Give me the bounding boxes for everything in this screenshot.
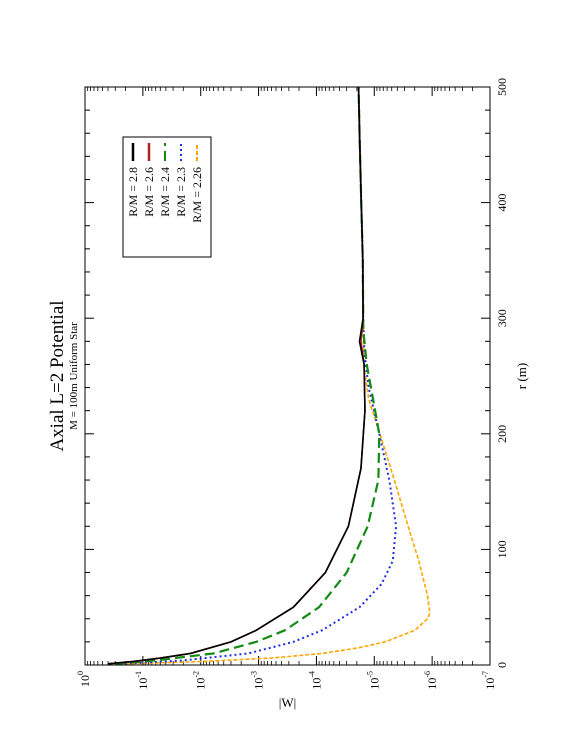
legend-entry: R/M = 2.3 [174, 167, 188, 217]
legend-entry: R/M = 2.8 [126, 167, 140, 217]
legend-box [122, 136, 212, 258]
legend-entry: R/M = 2.4 [158, 167, 172, 217]
plot-frame [84, 86, 491, 666]
x-tick-label: 200 [495, 425, 509, 443]
y-tick-label: 10-3 [250, 671, 266, 690]
label-layer: 0 100 200 300 400 500 100 10-1 10-2 10-3 10-4 10-5 1… [47, 78, 529, 710]
series-line-2 [115, 87, 381, 665]
y-tick-label: 10-6 [423, 671, 439, 690]
legend: R/M = 2.8 R/M = 2.6 R/M = 2.4 R/M = 2.3 R/M … [122, 136, 212, 258]
y-tick-label: 100 [76, 671, 92, 687]
y-tick-label: 10-1 [134, 671, 150, 690]
y-tick-label: 10-4 [307, 671, 323, 690]
series-layer [107, 87, 431, 665]
series-line-4 [125, 87, 431, 665]
y-tick-label: 10-2 [192, 671, 208, 690]
y-tick-label: 10-7 [481, 671, 497, 690]
y-axis-label: |W| [279, 695, 296, 710]
series-line-0 [107, 87, 366, 665]
y-tick-label: 10-5 [365, 671, 381, 690]
x-tick-label: 300 [495, 309, 509, 327]
plot-root: 0 100 200 300 400 500 100 10-1 10-2 10-3 10-4 10-5 1… [47, 78, 529, 710]
x-tick-label: 0 [495, 662, 509, 668]
tick-layer [84, 86, 491, 666]
x-axis-label: r (m) [514, 363, 529, 389]
legend-entry: R/M = 2.6 [142, 167, 156, 217]
x-tick-label: 400 [495, 194, 509, 212]
legend-entry: R/M = 2.26 [190, 167, 204, 223]
chart-subtitle: M = 100m Uniform Star [68, 322, 80, 430]
chart-title: Axial L=2 Potential [47, 300, 68, 451]
x-tick-label: 500 [495, 78, 509, 96]
x-tick-label: 100 [495, 540, 509, 558]
